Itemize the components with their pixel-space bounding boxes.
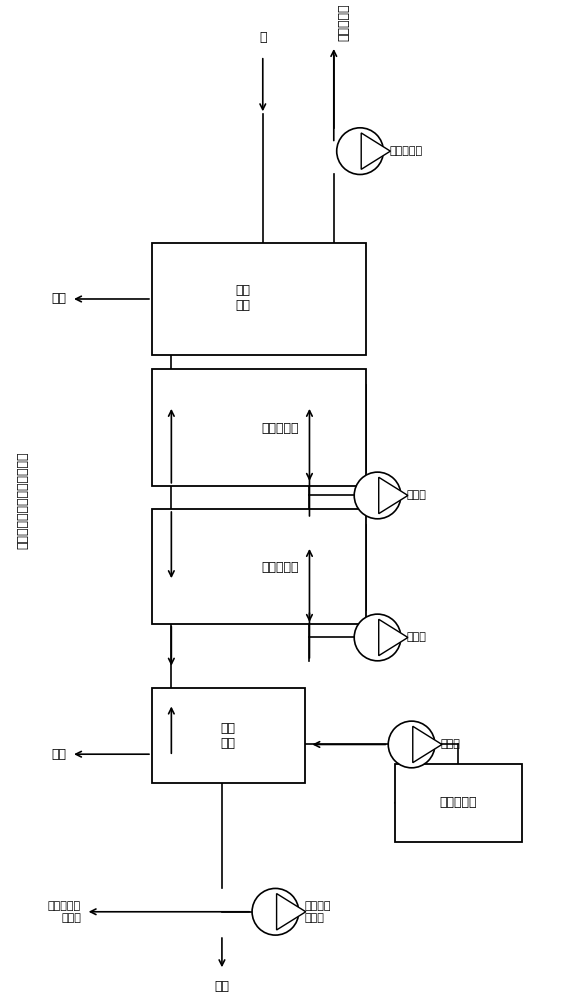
Polygon shape: [379, 619, 408, 656]
Bar: [195, 525, 366, 610]
Text: 多硫化物
送液泵: 多硫化物 送液泵: [304, 901, 331, 923]
Text: 含多硫化物
的白液: 含多硫化物 的白液: [48, 901, 81, 923]
Circle shape: [354, 614, 401, 661]
Bar: [152, 509, 366, 624]
Bar: [152, 369, 366, 486]
Bar: [395, 764, 522, 842]
Bar: [152, 243, 366, 355]
Bar: [195, 385, 366, 472]
Polygon shape: [413, 726, 442, 763]
Circle shape: [388, 721, 435, 768]
Text: 自液电解槽: 自液电解槽: [389, 146, 422, 156]
Text: 苛性
贮槽: 苛性 贮槽: [235, 284, 250, 312]
Circle shape: [252, 888, 299, 935]
Text: 白液电解槽: 白液电解槽: [261, 422, 299, 435]
Circle shape: [337, 128, 383, 174]
Bar: [181, 258, 304, 338]
Text: 自液: 自液: [51, 748, 66, 761]
Bar: [152, 688, 304, 783]
Text: 水: 水: [259, 31, 267, 44]
Text: 循环泵: 循环泵: [407, 632, 426, 642]
Text: 白液电解槽及其周边的流程图: 白液电解槽及其周边的流程图: [17, 451, 30, 549]
Polygon shape: [361, 133, 390, 169]
Text: 添加液贮槽: 添加液贮槽: [440, 796, 477, 809]
Text: 苛性钠溶液: 苛性钠溶液: [338, 4, 351, 41]
Text: 注入泵: 注入泵: [441, 739, 461, 749]
Text: 循环泵: 循环泵: [407, 490, 426, 500]
Polygon shape: [379, 477, 408, 514]
Text: 白液电解槽: 白液电解槽: [261, 561, 299, 574]
Text: 自液: 自液: [214, 980, 229, 993]
Polygon shape: [277, 894, 306, 930]
Text: 白液
贮槽: 白液 贮槽: [221, 722, 236, 750]
Circle shape: [354, 472, 401, 519]
Text: 氢气: 氢气: [51, 292, 66, 305]
